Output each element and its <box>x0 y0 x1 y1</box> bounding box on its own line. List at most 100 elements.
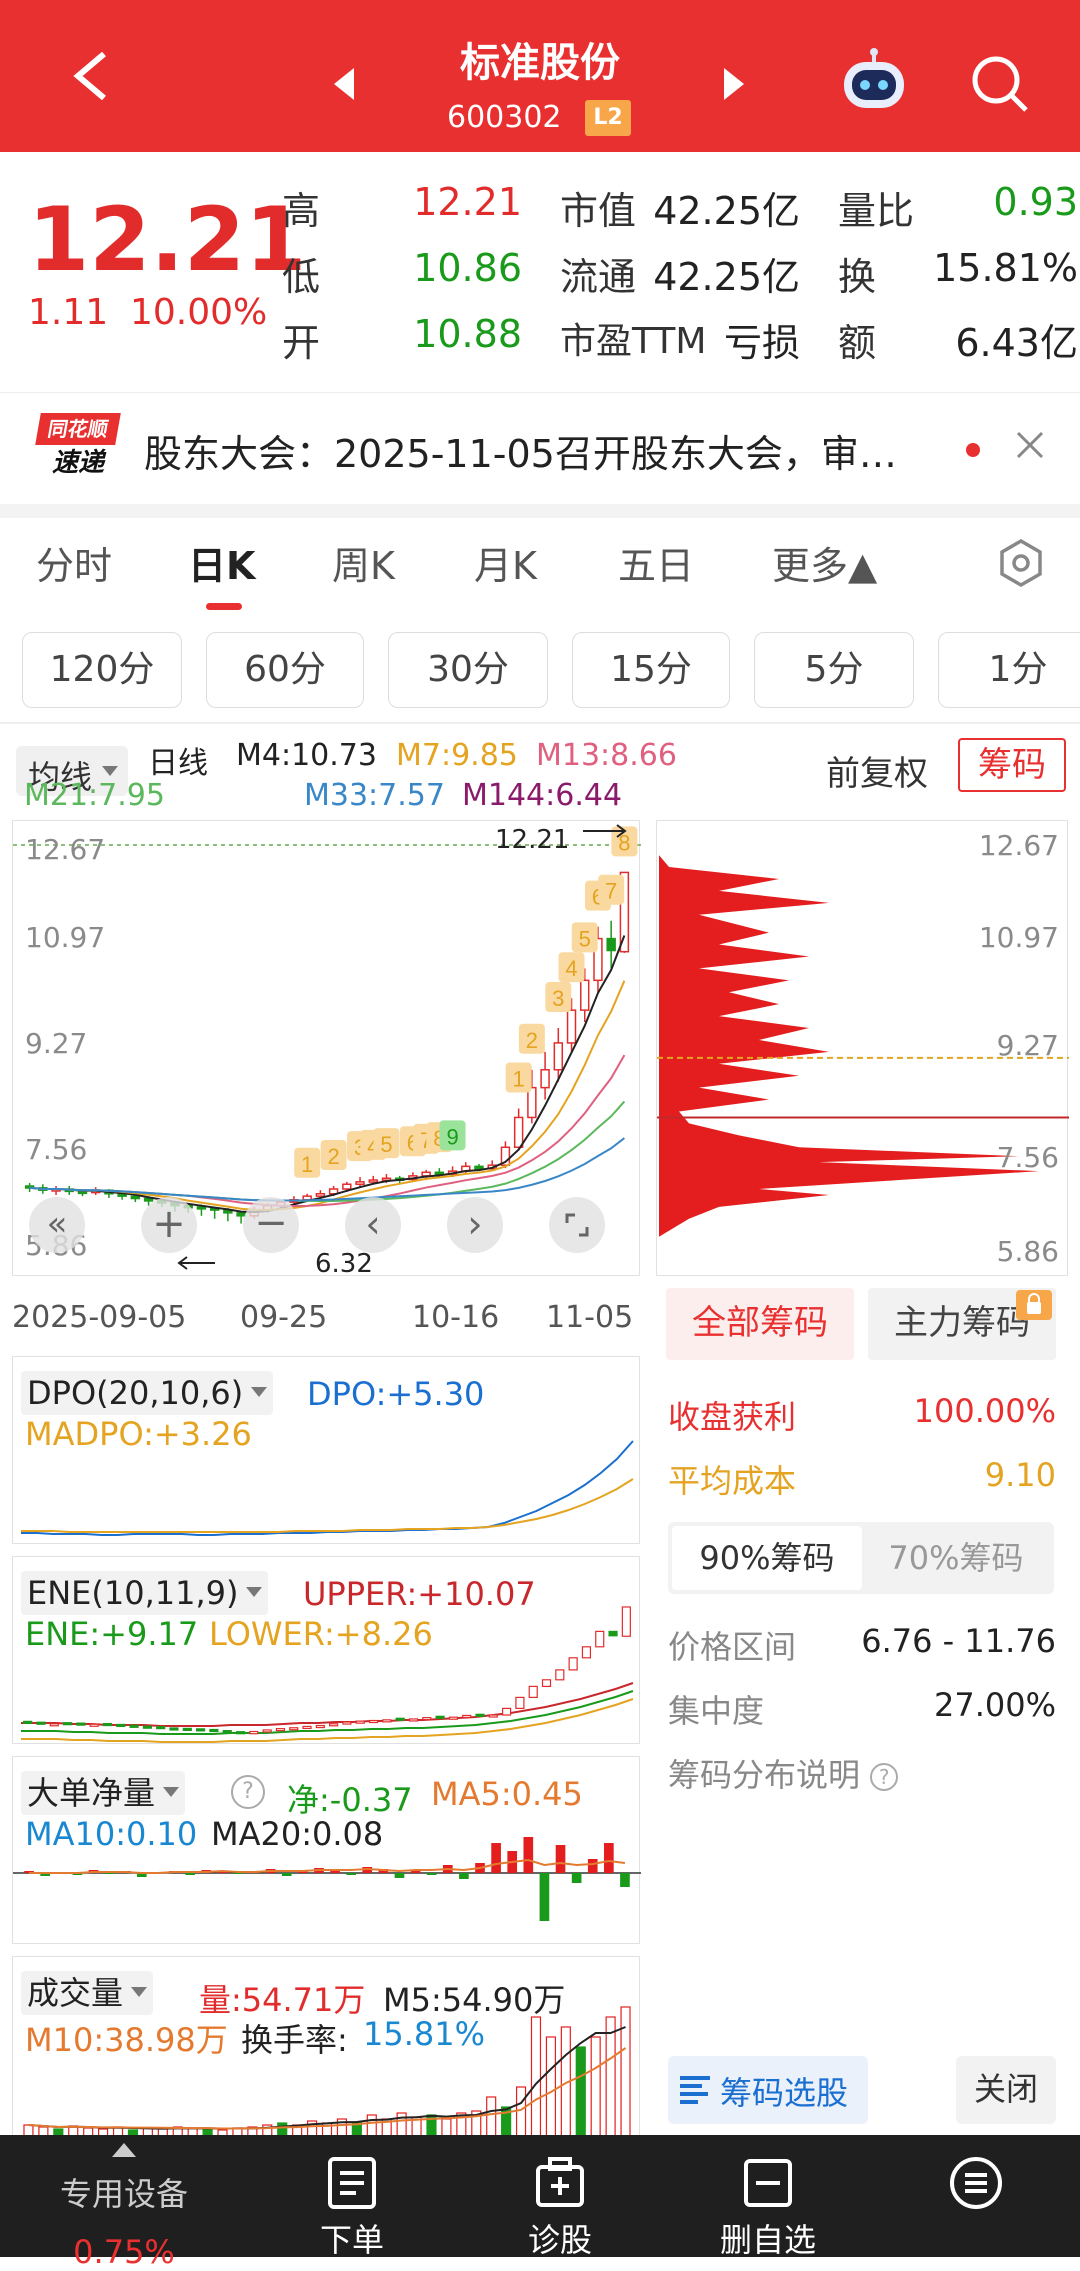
tab-weekly-k[interactable]: 周K <box>332 544 395 588</box>
tab-monthly-k[interactable]: 月K <box>474 544 537 588</box>
ene-candle <box>488 1714 498 1718</box>
tab-daily-k[interactable]: 日K <box>188 544 256 588</box>
signal-badge-text: 5 <box>579 926 591 951</box>
collapse-button[interactable]: « <box>29 1197 85 1253</box>
avg-cost-label: 平均成本 <box>668 1462 797 1500</box>
tab-main-chips[interactable]: 主力筹码 <box>868 1288 1056 1360</box>
search-icon <box>972 56 1028 112</box>
news-unread-dot <box>966 443 980 457</box>
volume-bar <box>575 2046 586 2137</box>
big-order-selector[interactable]: 大单净量 <box>21 1771 186 1815</box>
ene-candle <box>621 1606 631 1637</box>
seg-70-chips[interactable]: 70%筹码 <box>888 1539 1024 1577</box>
prev-stock-button[interactable] <box>330 66 360 102</box>
volume-selector[interactable]: 成交量 <box>21 1971 154 2015</box>
chip-stock-picker-button[interactable]: 筹码选股 <box>668 2056 868 2124</box>
ene-selector[interactable]: ENE(10,11,9) <box>21 1571 269 1615</box>
big-order-ma-line <box>29 1858 626 1874</box>
big-order-bar <box>587 1859 598 1873</box>
adjust-mode[interactable]: 前复权 <box>826 754 928 794</box>
volume-bar <box>486 2096 497 2137</box>
fullscreen-button[interactable] <box>549 1197 605 1253</box>
signal-badge-text: 2 <box>327 1144 339 1169</box>
big-order-ma10: MA10:0.10 <box>25 1815 198 1853</box>
big-order-bar <box>410 1870 421 1873</box>
chip-ytick-1: 10.97 <box>978 921 1059 954</box>
news-ticker[interactable]: 同花顺 速递 股东大会：2025-11-05召开股东大会，审… <box>0 392 1080 504</box>
dpo-canvas <box>21 1440 634 1536</box>
zoom-in-button[interactable]: + <box>141 1197 197 1253</box>
zoom-out-button[interactable]: − <box>243 1197 299 1253</box>
ene-candle <box>129 1724 139 1728</box>
ene-candle <box>142 1725 152 1729</box>
big-order-panel[interactable]: 大单净量 ? 净:-0.37 MA5:0.45 MA10:0.10 MA20:0… <box>12 1756 641 1944</box>
chip-explain-link[interactable]: 筹码分布说明 ? <box>668 1750 899 1796</box>
ene-candle <box>222 1730 232 1734</box>
scroll-right-button[interactable]: › <box>447 1197 503 1253</box>
big-order-ma20: MA20:0.08 <box>211 1815 384 1853</box>
tab-all-chips[interactable]: 全部筹码 <box>666 1288 854 1360</box>
remove-watchlist-button[interactable]: 删自选 <box>678 2135 858 2259</box>
ene-candle <box>23 1720 33 1724</box>
ene-candle <box>289 1727 299 1731</box>
robot-assistant-button[interactable] <box>838 48 910 120</box>
help-icon: ? <box>870 1763 899 1791</box>
candle <box>196 1206 207 1210</box>
order-button[interactable]: 下单 <box>262 2135 442 2259</box>
signal-badge <box>320 1140 347 1171</box>
kline-zoom-controls: « + − ‹ › <box>29 1197 629 1253</box>
big-order-ma5: MA5:0.45 <box>431 1775 583 1813</box>
signal-badge-text: 7 <box>605 879 617 904</box>
document-icon <box>328 2157 376 2209</box>
chip-close-button[interactable]: 关闭 <box>956 2056 1056 2124</box>
volume-bar <box>590 2036 601 2137</box>
ene-candle <box>568 1657 578 1671</box>
ma-selector[interactable]: 均线 <box>16 746 128 796</box>
chart-settings-button[interactable] <box>996 538 1046 588</box>
big-order-bar <box>523 1837 534 1873</box>
ene-candle <box>422 1717 432 1721</box>
ene-candle <box>169 1727 179 1731</box>
chips-toggle-button[interactable]: 筹码 <box>958 738 1066 792</box>
period-60min[interactable]: 60分 <box>206 632 364 708</box>
chip-stock-picker-label: 筹码选股 <box>720 2074 849 2112</box>
signal-badge <box>611 826 638 857</box>
news-badge: 同花顺 速递 <box>35 413 121 483</box>
back-button[interactable] <box>60 46 120 106</box>
tab-more[interactable]: 更多▲ <box>772 544 878 588</box>
ene-candle <box>608 1630 618 1637</box>
candle <box>355 1181 365 1185</box>
ma-legend-1: M4:10.73 <box>236 738 377 773</box>
tab-intraday[interactable]: 分时 <box>36 544 113 588</box>
industry-info[interactable]: 专用设备 0.75% <box>34 2135 214 2271</box>
period-1min[interactable]: 1分 <box>938 632 1080 708</box>
candle <box>143 1197 154 1202</box>
scroll-left-button[interactable]: ‹ <box>345 1197 401 1253</box>
ma-line <box>29 935 626 1214</box>
more-menu-button[interactable] <box>886 2135 1066 2257</box>
big-order-bar <box>346 1873 356 1875</box>
low-label: 低 <box>282 255 321 299</box>
help-icon[interactable]: ? <box>231 1775 265 1809</box>
period-5min[interactable]: 5分 <box>754 632 914 708</box>
turnover-value: 15.81% <box>933 246 1078 290</box>
pe-ttm-label: 市盈TTM <box>560 321 707 362</box>
ma-legend-0: 日线 <box>148 746 208 781</box>
period-120min[interactable]: 120分 <box>22 632 182 708</box>
candle <box>553 1042 564 1071</box>
seg-90-chips[interactable]: 90%筹码 <box>672 1526 862 1590</box>
period-15min[interactable]: 15分 <box>572 632 730 708</box>
diagnose-button[interactable]: 诊股 <box>470 2135 650 2259</box>
search-button[interactable] <box>968 52 1032 116</box>
volume-panel[interactable]: 成交量 量:54.71万 M5:54.90万 M10:38.98万 换手率: 1… <box>12 1956 640 2137</box>
next-stock-button[interactable] <box>718 66 748 102</box>
ene-panel[interactable]: ENE(10,11,9) UPPER:+10.07 ENE:+9.17 LOWE… <box>12 1556 640 1744</box>
dpo-selector[interactable]: DPO(20,10,6) <box>21 1371 274 1415</box>
dpo-panel[interactable]: DPO(20,10,6) DPO:+5.30 MADPO:+3.26 <box>12 1356 640 1544</box>
tab-five-day[interactable]: 五日 <box>618 544 695 588</box>
remove-watchlist-label: 删自选 <box>719 2221 816 2259</box>
float-cap-label: 流通 <box>560 255 637 299</box>
news-close-icon[interactable] <box>1012 427 1048 463</box>
period-30min[interactable]: 30分 <box>388 632 548 708</box>
